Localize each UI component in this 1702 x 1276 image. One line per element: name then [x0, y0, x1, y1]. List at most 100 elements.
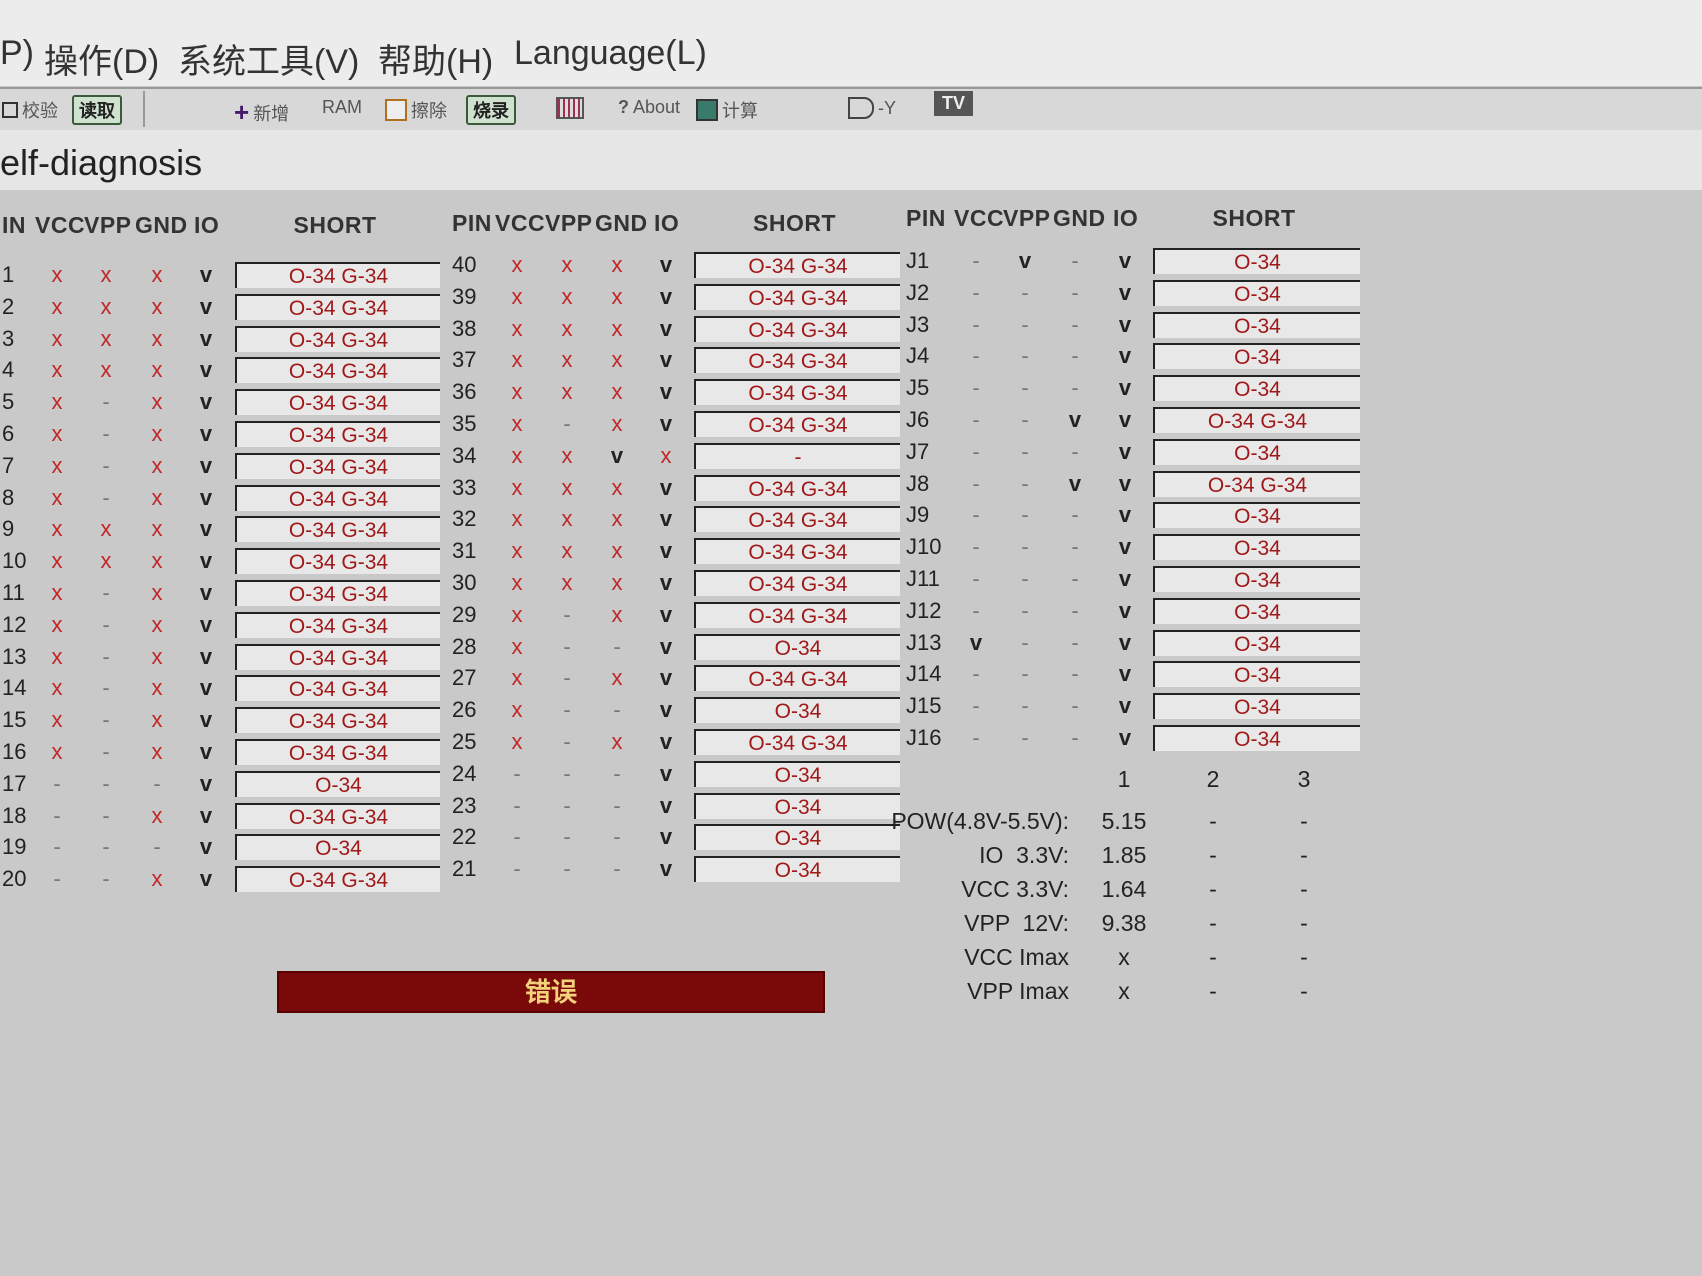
gnd-status-cell: -	[1071, 566, 1079, 591]
vpp-status-cell: -	[1021, 375, 1029, 401]
vcc-status-cell: -	[972, 693, 980, 719]
io-status-cell: v	[659, 856, 673, 882]
header-pin: PIN	[452, 210, 492, 236]
gnd-status-cell: -	[1071, 725, 1079, 750]
io-status-cell: v	[1118, 566, 1132, 591]
ram-button[interactable]: RAM	[322, 97, 362, 117]
io-status-cell: v	[199, 611, 213, 637]
gnd-status-cell: x	[151, 739, 163, 764]
gnd-status-cell: x	[151, 580, 163, 605]
gnd-status-cell: x	[611, 474, 623, 500]
gnd-status-cell: -	[1071, 693, 1079, 719]
program-button[interactable]: 烧录	[466, 95, 516, 125]
erase-button[interactable]: 擦除	[385, 97, 447, 123]
pin-number: J10	[906, 534, 942, 560]
pin-number: J12	[906, 597, 942, 623]
vpp-status-cell: x	[561, 347, 573, 373]
io-status-cell: v	[199, 866, 213, 892]
pin-number: 12	[2, 611, 27, 637]
short-result-field: O-34 G-34	[235, 643, 440, 670]
short-result-field: O-34	[694, 760, 900, 787]
about-button[interactable]: ? About	[618, 97, 680, 118]
io-status-cell: v	[659, 315, 673, 341]
logic-label: -Y	[878, 97, 896, 118]
menu-operation[interactable]: 操作(D)	[44, 43, 160, 81]
pin-number: 30	[452, 570, 477, 595]
vcc-status-cell: x	[51, 389, 63, 415]
gnd-status-cell: x	[151, 866, 163, 892]
io-status-cell: v	[199, 293, 213, 319]
vcc-status-cell: x	[511, 697, 523, 723]
pin-number: 20	[2, 866, 27, 892]
vpp-status-cell: x	[100, 262, 112, 287]
vpp-status-cell: -	[102, 866, 110, 892]
vpp-status-cell: -	[1021, 438, 1029, 464]
short-result-field: O-34 G-34	[235, 421, 440, 447]
vcc-status-cell: -	[972, 375, 980, 401]
short-result-field: O-34	[1153, 311, 1360, 338]
short-result-field: O-34	[1153, 629, 1360, 656]
short-result-field: O-34	[694, 697, 900, 724]
power-value: -	[1300, 842, 1308, 868]
add-button[interactable]: + 新增	[234, 97, 289, 128]
short-result-field: O-34 G-34	[694, 570, 900, 596]
pin-number: 2	[2, 293, 15, 319]
vpp-status-cell: x	[100, 357, 112, 383]
io-status-cell: v	[659, 474, 673, 500]
menu-partial[interactable]: P)	[0, 34, 34, 72]
logic-button[interactable]: -Y	[848, 97, 896, 119]
io-status-cell: v	[1118, 725, 1132, 750]
calc-button[interactable]: 计算	[696, 97, 758, 123]
gnd-status-cell: -	[1071, 534, 1079, 560]
toolbar-divider	[143, 91, 145, 127]
pin-number: 33	[452, 474, 477, 500]
vcc-status-cell: x	[511, 665, 523, 691]
short-result-field: O-34	[1153, 534, 1360, 561]
vpp-status-cell: -	[102, 421, 110, 446]
menu-help[interactable]: 帮助(H)	[378, 43, 494, 81]
header-gnd: GND	[135, 212, 188, 238]
short-result-field: O-34 G-34	[694, 411, 900, 437]
chip-button[interactable]	[556, 97, 584, 119]
logic-gate-icon	[848, 97, 874, 119]
pin-number: J13	[906, 629, 942, 655]
verify-button[interactable]: 校验	[2, 97, 58, 123]
gnd-status-cell: x	[151, 707, 163, 733]
vcc-status-cell: x	[511, 729, 523, 754]
short-result-field: O-34 G-34	[235, 325, 440, 352]
vpp-status-cell: -	[102, 643, 110, 669]
vpp-status-cell: -	[563, 633, 571, 659]
vcc-status-cell: -	[53, 802, 61, 828]
short-result-field: O-34 G-34	[235, 452, 440, 479]
pin-number: 16	[2, 739, 27, 764]
io-status-cell: v	[199, 325, 213, 351]
menu-system-tools[interactable]: 系统工具(V)	[178, 43, 360, 81]
read-button[interactable]: 读取	[72, 95, 122, 125]
short-result-field: O-34	[1153, 343, 1360, 370]
header-vcc: VCC	[954, 205, 1005, 231]
vpp-status-cell: -	[1021, 629, 1029, 655]
vcc-status-cell: x	[51, 739, 63, 764]
tv-button[interactable]: TV	[934, 91, 974, 116]
short-result-field: O-34 G-34	[694, 315, 900, 342]
menu-language[interactable]: Language(L)	[514, 34, 707, 72]
vcc-status-cell: x	[51, 293, 63, 319]
pin-number: 25	[452, 729, 477, 754]
gnd-status-cell: -	[613, 760, 621, 786]
pin-number: J15	[906, 693, 942, 719]
gnd-status-cell: -	[613, 697, 621, 723]
power-value: -	[1209, 978, 1217, 1004]
pin-number: J5	[906, 375, 930, 401]
calc-label: 计算	[722, 101, 758, 121]
gnd-status-cell: x	[611, 252, 623, 277]
gnd-status-cell: x	[611, 411, 623, 436]
power-value: 1.85	[1101, 842, 1147, 868]
pin-number: 32	[452, 506, 477, 532]
power-column-header: 2	[1206, 766, 1220, 792]
gnd-status-cell: x	[611, 379, 623, 405]
gnd-status-cell: x	[151, 357, 163, 383]
pin-number: 18	[2, 802, 27, 828]
io-status-cell: v	[199, 770, 213, 796]
gnd-status-cell: -	[1071, 629, 1079, 655]
vcc-status-cell: -	[972, 597, 980, 623]
